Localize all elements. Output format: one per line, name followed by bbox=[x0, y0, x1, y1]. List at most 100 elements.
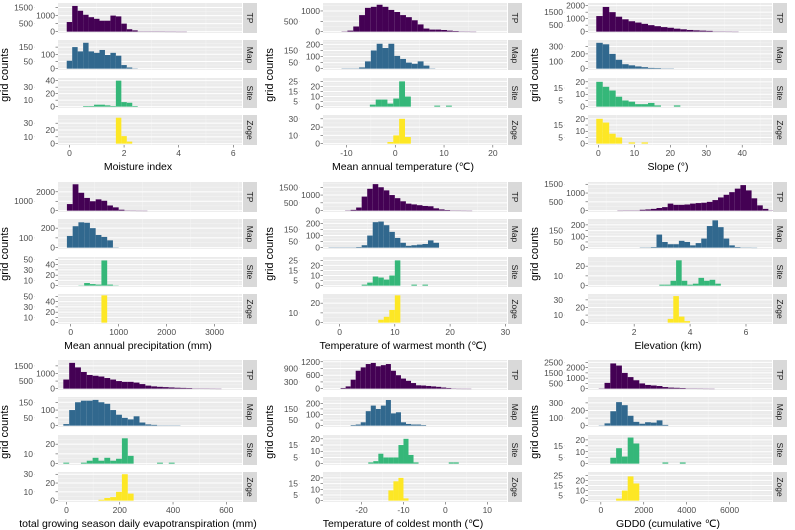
x-axis-label: Slope (°) bbox=[648, 161, 689, 173]
histogram-bar bbox=[350, 247, 357, 248]
y-tick-label: 500 bbox=[549, 197, 563, 207]
y-tick-label: 20 bbox=[311, 434, 321, 444]
histogram-bar bbox=[378, 453, 384, 464]
y-tick-label: 100 bbox=[306, 52, 320, 62]
histogram-bar bbox=[135, 210, 142, 212]
histogram-bar bbox=[762, 208, 769, 211]
facet-map: 0 100 200 300 Map bbox=[549, 397, 787, 431]
histogram-bar bbox=[416, 424, 422, 426]
histogram-bar bbox=[715, 283, 721, 286]
histogram-bar bbox=[121, 102, 127, 107]
histogram-bar bbox=[139, 422, 146, 426]
y-tick-label: 25 bbox=[289, 255, 299, 265]
y-axis-label: grid counts bbox=[264, 405, 276, 459]
histogram-bar bbox=[645, 384, 651, 389]
histogram-bar bbox=[667, 27, 674, 32]
histogram-bar bbox=[383, 279, 390, 286]
y-axis-label: grid counts bbox=[529, 48, 541, 102]
histogram-bar bbox=[341, 68, 348, 70]
histogram-bar bbox=[427, 206, 434, 211]
facet-background bbox=[323, 219, 507, 249]
facet-background bbox=[323, 78, 507, 108]
histogram-bar bbox=[92, 457, 99, 464]
y-tick-label: 150 bbox=[19, 397, 33, 407]
facet-background bbox=[58, 294, 242, 324]
histogram-bar bbox=[133, 382, 140, 389]
histogram-bar bbox=[610, 457, 617, 464]
histogram-bar bbox=[668, 387, 675, 389]
histogram-bar bbox=[686, 29, 694, 32]
histogram-bar bbox=[107, 240, 113, 248]
histogram-bar bbox=[687, 284, 693, 286]
y-tick-label: 100 bbox=[41, 405, 55, 415]
histogram-bar bbox=[673, 296, 679, 323]
histogram-bar bbox=[376, 4, 383, 32]
y-tick-label: 20 bbox=[46, 270, 56, 280]
y-tick-label: 0 bbox=[50, 206, 55, 216]
y-tick-label: 20 bbox=[576, 302, 586, 312]
histogram-bar bbox=[141, 210, 148, 212]
facet-zoge: 0 5 10 15 20 Zoge bbox=[554, 114, 787, 149]
histogram-bar bbox=[399, 118, 405, 144]
histogram-bar bbox=[378, 277, 384, 286]
facet-background bbox=[588, 472, 772, 502]
y-tick-label: 10 bbox=[311, 484, 321, 494]
facet-strip bbox=[773, 294, 787, 324]
histogram-bar bbox=[118, 209, 125, 211]
y-tick-label: 0 bbox=[315, 64, 320, 74]
histogram-bar bbox=[380, 405, 386, 426]
y-tick-label: 0 bbox=[50, 384, 55, 394]
histogram-bar bbox=[434, 105, 441, 107]
histogram-bar bbox=[174, 387, 181, 389]
histogram-bar bbox=[385, 364, 391, 389]
histogram-bar bbox=[416, 385, 422, 389]
facet-strip-label: Zoge bbox=[245, 120, 255, 140]
histogram-bar bbox=[610, 363, 617, 389]
y-tick-label: 5 bbox=[293, 276, 298, 286]
histogram-bar bbox=[89, 201, 96, 211]
facet-map: 0 100 200 Map bbox=[19, 219, 257, 253]
y-tick-label: 30 bbox=[554, 295, 564, 305]
y-tick-label: 2000 bbox=[36, 187, 55, 197]
histogram-bar bbox=[393, 481, 399, 501]
histogram-bar bbox=[673, 28, 681, 32]
y-tick-label: 0 bbox=[50, 496, 55, 506]
histogram-bar bbox=[154, 31, 160, 32]
histogram-bar bbox=[684, 204, 691, 211]
histogram-bar bbox=[627, 437, 634, 464]
histogram-bar bbox=[598, 425, 605, 426]
histogram-bar bbox=[198, 388, 204, 389]
facet-strip-label: Map bbox=[245, 226, 255, 243]
y-axis-label: grid counts bbox=[264, 227, 276, 281]
facet-strip bbox=[773, 40, 787, 70]
y-tick-label: 200 bbox=[571, 49, 585, 59]
y-axis-label: grid counts bbox=[0, 405, 11, 459]
histogram-bar bbox=[94, 52, 100, 69]
histogram-bar bbox=[368, 462, 374, 464]
histogram-bar bbox=[395, 412, 401, 426]
histogram-bar bbox=[168, 425, 175, 426]
facet-strip-label: Zoge bbox=[775, 477, 785, 497]
histogram-bar bbox=[627, 476, 634, 501]
facet-strip-label: Map bbox=[775, 47, 785, 64]
facet-zoge: 0 10 20 30 Zoge bbox=[24, 115, 257, 149]
histogram-bar bbox=[654, 68, 661, 69]
y-tick-label: 0 bbox=[580, 318, 585, 328]
x-tick-label: 4000 bbox=[677, 505, 696, 515]
histogram-bar bbox=[116, 414, 122, 426]
histogram-bar bbox=[372, 222, 379, 248]
histogram-bar bbox=[673, 105, 681, 107]
histogram-bar bbox=[390, 413, 396, 426]
facet-site: 0 10 20 Site bbox=[554, 257, 787, 291]
y-tick-label: 15 bbox=[289, 440, 299, 450]
histogram-bar bbox=[659, 284, 665, 286]
histogram-bar bbox=[89, 228, 96, 248]
facet-strip bbox=[773, 3, 787, 33]
histogram-bar bbox=[115, 117, 122, 144]
histogram-bar bbox=[373, 461, 379, 464]
x-tick-label: 4 bbox=[176, 148, 181, 158]
facet-strip bbox=[508, 397, 522, 427]
histogram-bar bbox=[448, 462, 454, 464]
